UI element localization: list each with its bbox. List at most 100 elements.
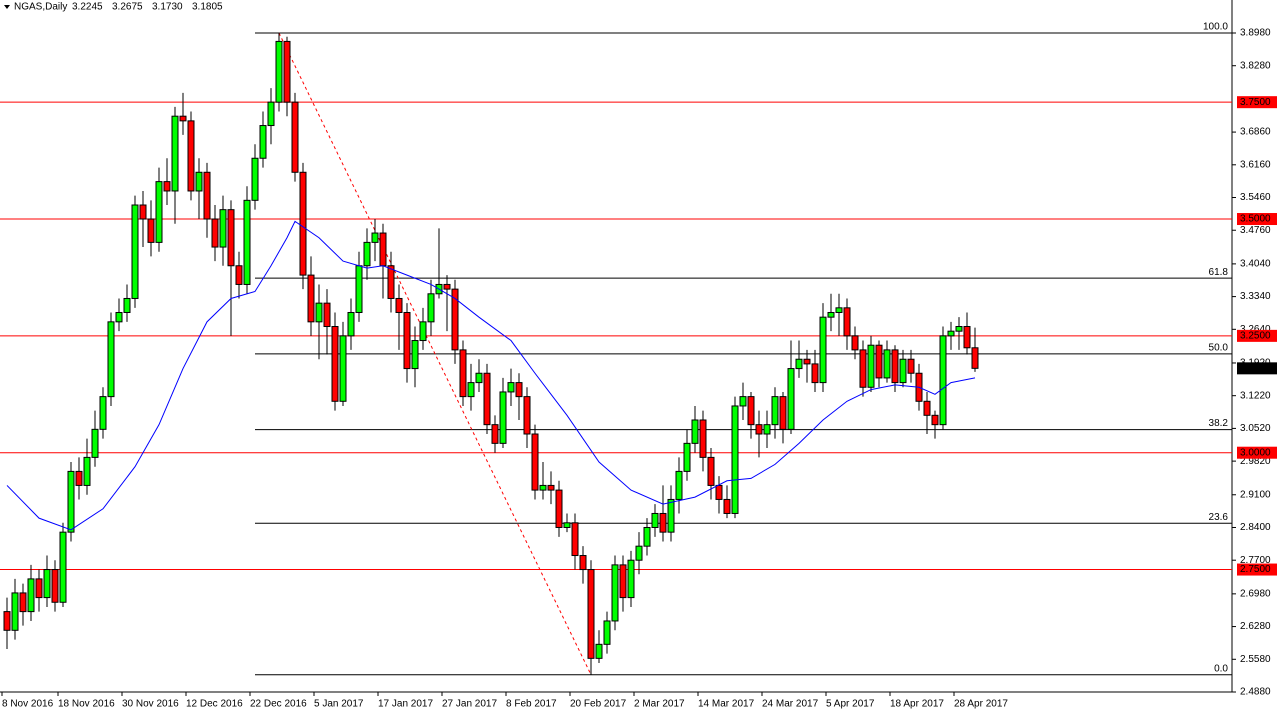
- candle-body: [923, 400, 931, 416]
- x-tick-label: 27 Jan 2017: [442, 699, 497, 710]
- candle-body: [803, 358, 811, 365]
- candle-body: [731, 405, 739, 514]
- candle-body: [427, 293, 435, 323]
- candle-body: [563, 522, 571, 528]
- candle-body: [3, 611, 11, 631]
- y-tick-label: 3.6160: [1240, 159, 1271, 170]
- y-tick-label: 3.5460: [1240, 192, 1271, 203]
- level-label-box: [1237, 446, 1277, 459]
- trendline: [278, 32, 592, 675]
- candle-body: [523, 396, 531, 435]
- fib-label: 23.6: [1209, 512, 1229, 523]
- candle-body: [307, 274, 315, 323]
- candle-body: [691, 419, 699, 444]
- candle-body: [259, 125, 267, 159]
- candle-body: [35, 578, 43, 599]
- candle-body: [371, 232, 379, 243]
- header: NGAS,Daily: [4, 2, 67, 13]
- candle-body: [403, 311, 411, 370]
- candle-body: [75, 470, 83, 486]
- candle-body: [907, 358, 915, 374]
- y-tick-label: 3.6860: [1240, 127, 1271, 138]
- x-tick-label: 5 Apr 2017: [826, 699, 875, 710]
- candle-body: [555, 489, 563, 528]
- x-tick-label: 17 Jan 2017: [378, 699, 433, 710]
- candle-body: [195, 171, 203, 192]
- candle-body: [155, 181, 163, 243]
- candle-body: [611, 564, 619, 622]
- candle-body: [355, 265, 363, 313]
- symbol: NGAS,Daily: [14, 2, 67, 13]
- candle-body: [459, 349, 467, 398]
- candle-body: [531, 433, 539, 491]
- candle-body: [795, 358, 803, 370]
- candle-body: [507, 382, 515, 393]
- x-tick-label: 30 Nov 2016: [122, 699, 179, 710]
- x-tick-label: 18 Apr 2017: [890, 699, 944, 710]
- moving-average: [6, 220, 976, 531]
- candle-body: [747, 396, 755, 426]
- candle-body: [347, 311, 355, 337]
- y-tick-label: 2.9820: [1240, 456, 1271, 467]
- x-tick-label: 22 Dec 2016: [250, 699, 307, 710]
- level-label: 3.5000: [1240, 214, 1271, 225]
- candle-body: [467, 382, 475, 398]
- candle-body: [491, 424, 499, 444]
- candle-body: [275, 40, 283, 103]
- y-tick-label: 3.8980: [1240, 28, 1271, 39]
- level-label: 3.7500: [1240, 97, 1271, 108]
- candle-body: [483, 372, 491, 426]
- level-label: 2.7500: [1240, 564, 1271, 575]
- candle-body: [739, 396, 747, 407]
- candle-body: [123, 297, 131, 313]
- candle-body: [243, 199, 251, 285]
- x-tick-label: 5 Jan 2017: [314, 699, 364, 710]
- candle-body: [139, 204, 147, 220]
- last-price-label: 3.1805: [1240, 363, 1271, 374]
- candle-body: [99, 396, 107, 430]
- fib-label: 50.0: [1209, 342, 1229, 353]
- level-label-box: [1237, 213, 1277, 226]
- y-tick-label: 3.1220: [1240, 390, 1271, 401]
- level-label-box: [1237, 563, 1277, 576]
- x-tick-label: 2 Mar 2017: [634, 699, 685, 710]
- candle-body: [395, 297, 403, 313]
- candle-body: [539, 484, 547, 491]
- candle-body: [571, 522, 579, 557]
- candle-body: [147, 218, 155, 243]
- candle-body: [763, 424, 771, 435]
- candle-body: [419, 321, 427, 342]
- candle-body: [363, 241, 371, 267]
- y-tick-label: 3.2640: [1240, 324, 1271, 335]
- candle-body: [851, 335, 859, 351]
- level-label: 3.2500: [1240, 331, 1271, 342]
- candle-body: [955, 326, 963, 332]
- candle-body: [27, 578, 35, 613]
- candle-body: [899, 358, 907, 384]
- candle-body: [827, 311, 835, 318]
- candle-body: [59, 531, 67, 603]
- candle-body: [939, 335, 947, 426]
- candle-body: [475, 372, 483, 384]
- candle-body: [659, 512, 667, 533]
- candle-body: [595, 643, 603, 659]
- candle-body: [235, 265, 243, 285]
- candle-body: [843, 307, 851, 337]
- x-tick-label: 28 Apr 2017: [954, 699, 1008, 710]
- header-price: 3.2245: [72, 2, 103, 13]
- candle-body: [291, 101, 299, 173]
- fib-label: 61.8: [1209, 267, 1229, 278]
- candle-body: [811, 363, 819, 384]
- y-tick-label: 2.6980: [1240, 588, 1271, 599]
- candle-body: [323, 302, 331, 328]
- candle-body: [675, 470, 683, 500]
- candle-body: [267, 101, 275, 127]
- header-price: 3.1805: [192, 2, 223, 13]
- fib-label: 38.2: [1209, 418, 1229, 429]
- level-label-box: [1237, 96, 1277, 109]
- x-tick-label: 8 Feb 2017: [506, 699, 557, 710]
- candle-body: [219, 209, 227, 248]
- x-tick-label: 20 Feb 2017: [570, 699, 627, 710]
